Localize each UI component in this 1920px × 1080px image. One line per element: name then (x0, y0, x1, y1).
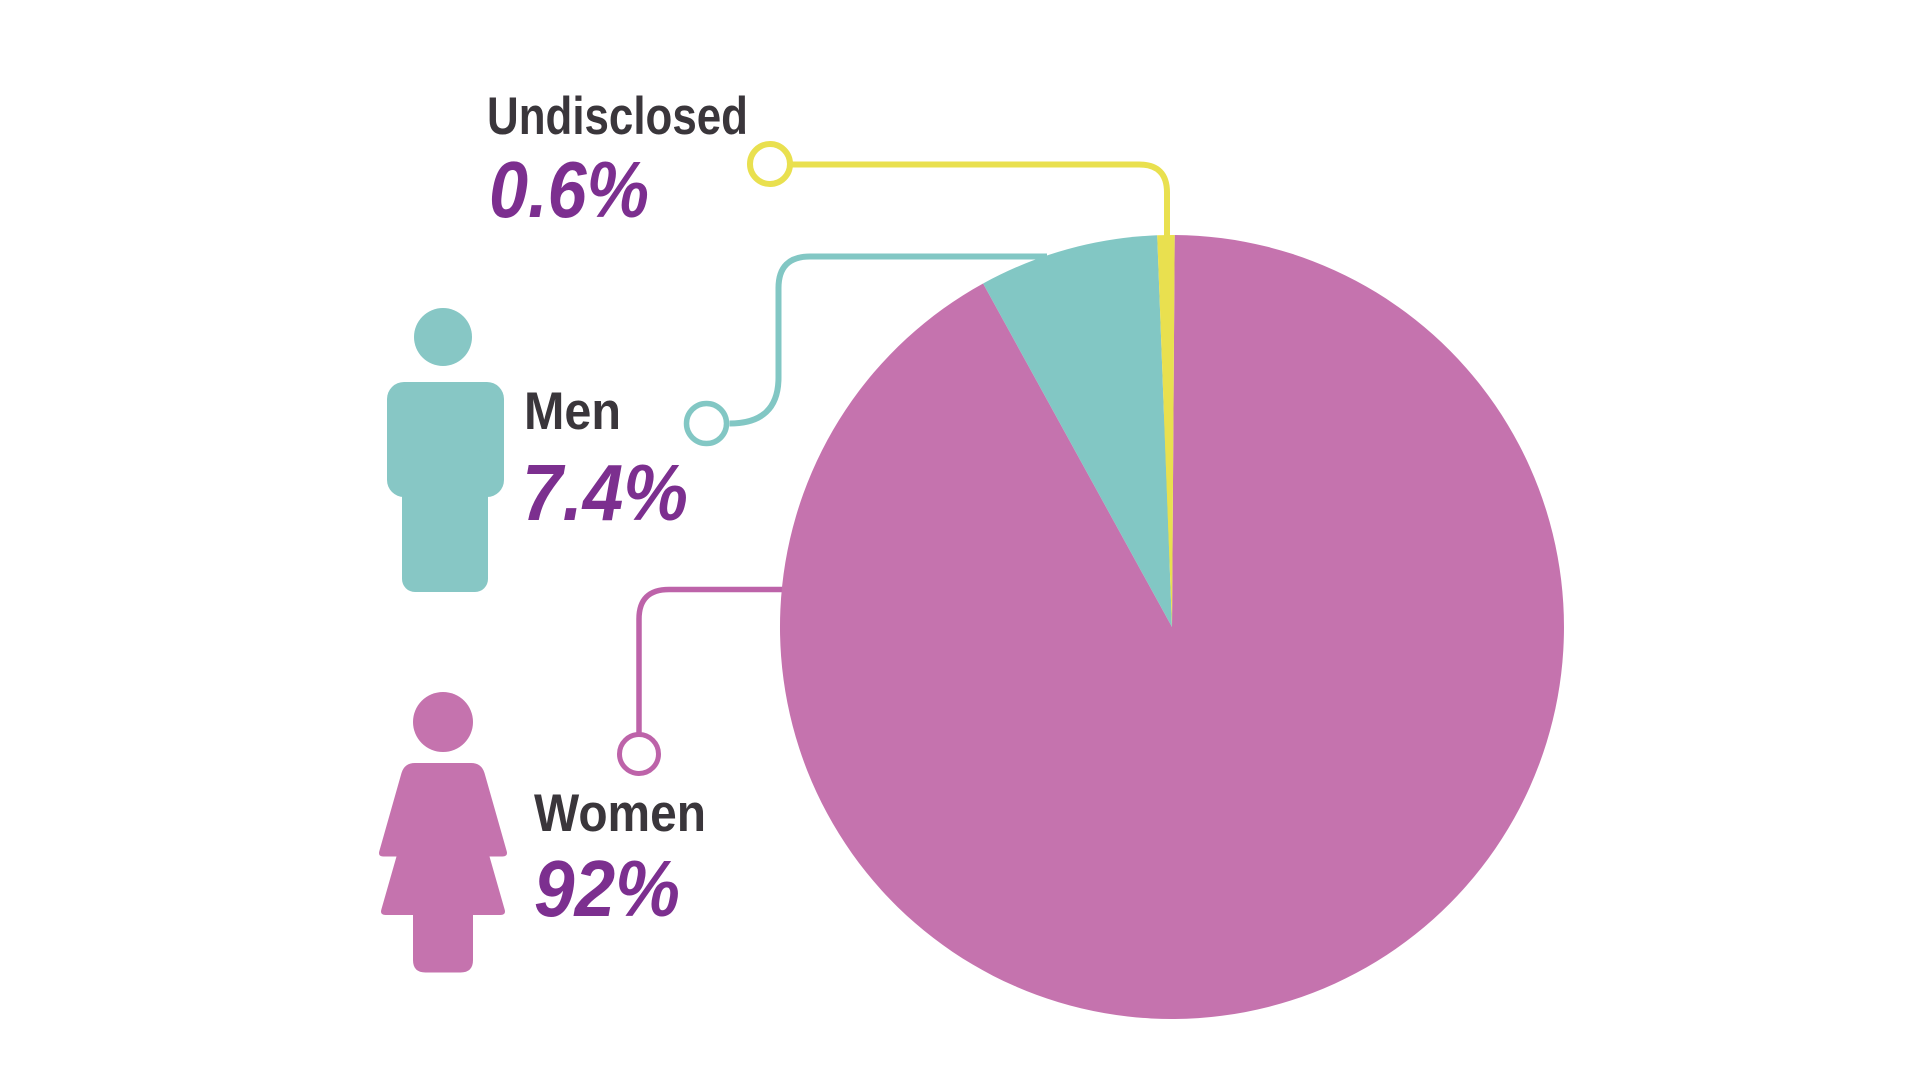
svg-text:0.6%: 0.6% (489, 145, 649, 234)
svg-text:Undisclosed: Undisclosed (487, 87, 748, 146)
svg-text:7.4%: 7.4% (522, 448, 688, 537)
svg-text:Women: Women (534, 784, 706, 843)
svg-text:Men: Men (524, 382, 621, 441)
svg-text:92%: 92% (534, 844, 680, 933)
